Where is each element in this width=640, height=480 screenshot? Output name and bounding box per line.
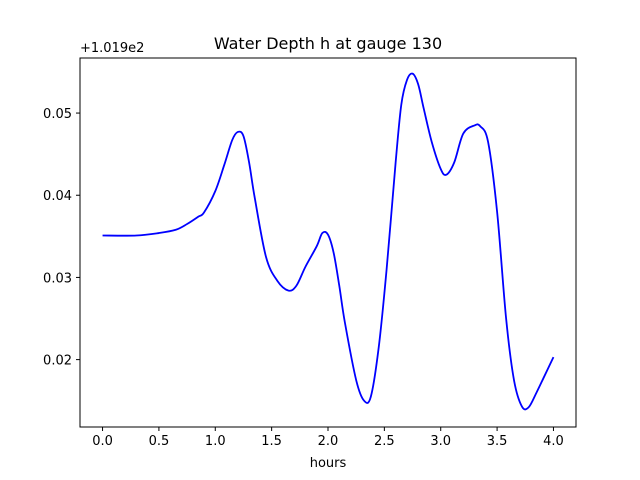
x-tick-label: 0.0 xyxy=(92,434,113,449)
x-tick-label: 0.5 xyxy=(149,434,170,449)
x-tick-label: 1.0 xyxy=(205,434,226,449)
x-tick-label: 4.0 xyxy=(543,434,564,449)
x-tick-label: 1.5 xyxy=(261,434,282,449)
x-tick-label: 3.5 xyxy=(487,434,508,449)
x-tick-label: 2.0 xyxy=(318,434,339,449)
series-line-0 xyxy=(102,72,555,411)
x-tick-label: 3.0 xyxy=(430,434,451,449)
x-axis-label: hours xyxy=(310,456,347,471)
plot-area xyxy=(80,58,576,427)
y-tick-label: 0.02 xyxy=(43,354,72,369)
y-offset-label: +1.019e2 xyxy=(80,41,144,56)
series-layer xyxy=(102,72,555,411)
y-tick-label: 0.04 xyxy=(43,189,72,204)
x-axis-ticks: 0.0 0.5 1.0 1.5 2.0 2.5 3.0 3.5 4.0 xyxy=(92,427,564,449)
chart-title: Water Depth h at gauge 130 xyxy=(214,34,442,53)
x-tick-label: 2.5 xyxy=(374,434,395,449)
y-tick-label: 0.03 xyxy=(43,271,72,286)
y-axis-ticks: 0.02 0.03 0.04 0.05 xyxy=(43,107,80,369)
y-tick-label: 0.05 xyxy=(43,107,72,122)
